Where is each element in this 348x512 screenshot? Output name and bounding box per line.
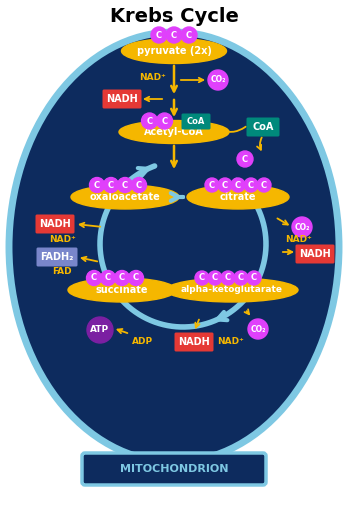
Text: FAD: FAD <box>52 267 72 276</box>
Text: NADH: NADH <box>106 94 138 104</box>
Ellipse shape <box>9 32 339 462</box>
Text: C: C <box>136 181 142 189</box>
Text: C: C <box>225 273 231 283</box>
Circle shape <box>151 27 167 43</box>
Text: C: C <box>235 181 241 189</box>
Text: FADH₂: FADH₂ <box>40 252 74 262</box>
FancyBboxPatch shape <box>182 114 211 130</box>
FancyBboxPatch shape <box>35 215 74 233</box>
Text: C: C <box>105 273 111 283</box>
Circle shape <box>218 178 232 192</box>
Circle shape <box>248 319 268 339</box>
Circle shape <box>257 178 271 192</box>
Text: C: C <box>261 181 267 189</box>
Text: C: C <box>222 181 228 189</box>
Text: NAD⁺: NAD⁺ <box>216 337 243 347</box>
Circle shape <box>114 270 129 286</box>
Circle shape <box>142 113 158 129</box>
Circle shape <box>234 271 248 285</box>
Circle shape <box>181 27 197 43</box>
Circle shape <box>128 270 143 286</box>
Circle shape <box>101 270 116 286</box>
Text: C: C <box>108 181 114 189</box>
Text: C: C <box>147 117 152 125</box>
Text: C: C <box>251 273 257 283</box>
Text: ADP: ADP <box>133 337 153 347</box>
Text: NADH: NADH <box>299 249 331 259</box>
Text: CO₂: CO₂ <box>210 75 226 84</box>
Circle shape <box>231 178 245 192</box>
Circle shape <box>247 271 261 285</box>
Text: C: C <box>94 181 100 189</box>
Text: oxaloacetate: oxaloacetate <box>90 192 160 202</box>
Text: C: C <box>199 273 205 283</box>
Text: C: C <box>122 181 128 189</box>
Text: alpha-ketoglutarate: alpha-ketoglutarate <box>181 286 283 294</box>
Ellipse shape <box>121 38 227 63</box>
Text: ATP: ATP <box>90 326 110 334</box>
Text: NAD⁺: NAD⁺ <box>285 236 311 245</box>
Circle shape <box>195 271 209 285</box>
Ellipse shape <box>71 185 179 209</box>
Text: Acetyl-CoA: Acetyl-CoA <box>144 127 204 137</box>
Text: MITOCHONDRION: MITOCHONDRION <box>120 464 228 474</box>
FancyBboxPatch shape <box>82 453 266 485</box>
Text: C: C <box>242 155 248 163</box>
FancyBboxPatch shape <box>103 90 142 109</box>
Circle shape <box>103 178 119 193</box>
Circle shape <box>118 178 133 193</box>
FancyBboxPatch shape <box>37 247 78 267</box>
Text: succinate: succinate <box>96 285 148 295</box>
Circle shape <box>208 70 228 90</box>
FancyBboxPatch shape <box>246 117 279 137</box>
Text: C: C <box>133 273 139 283</box>
Circle shape <box>237 151 253 167</box>
FancyBboxPatch shape <box>295 245 334 264</box>
Text: NAD⁺: NAD⁺ <box>49 234 76 244</box>
Circle shape <box>292 217 312 237</box>
Text: NAD⁺: NAD⁺ <box>139 73 165 81</box>
Text: Krebs Cycle: Krebs Cycle <box>110 7 238 26</box>
Text: CO₂: CO₂ <box>250 325 266 333</box>
Text: C: C <box>186 31 192 39</box>
Circle shape <box>87 317 113 343</box>
Text: C: C <box>161 117 168 125</box>
Text: CO₂: CO₂ <box>294 223 310 231</box>
Circle shape <box>166 27 182 43</box>
Text: citrate: citrate <box>220 192 256 202</box>
Text: C: C <box>238 273 244 283</box>
Circle shape <box>205 178 219 192</box>
Circle shape <box>221 271 235 285</box>
Text: CoA: CoA <box>252 122 274 132</box>
Text: C: C <box>209 181 215 189</box>
Circle shape <box>244 178 258 192</box>
Circle shape <box>89 178 104 193</box>
Circle shape <box>208 271 222 285</box>
Text: C: C <box>212 273 218 283</box>
Text: C: C <box>156 31 162 39</box>
Text: C: C <box>248 181 254 189</box>
Text: NADH: NADH <box>178 337 210 347</box>
Circle shape <box>157 113 173 129</box>
Circle shape <box>132 178 147 193</box>
Ellipse shape <box>68 278 176 302</box>
Text: pyruvate (2x): pyruvate (2x) <box>136 46 212 56</box>
Text: C: C <box>119 273 125 283</box>
Ellipse shape <box>166 278 298 302</box>
Text: CoA: CoA <box>187 117 205 126</box>
Text: C: C <box>91 273 97 283</box>
Ellipse shape <box>187 185 289 209</box>
Text: NADH: NADH <box>39 219 71 229</box>
Ellipse shape <box>119 120 229 143</box>
Text: C: C <box>171 31 177 39</box>
FancyBboxPatch shape <box>174 332 214 352</box>
Circle shape <box>87 270 102 286</box>
